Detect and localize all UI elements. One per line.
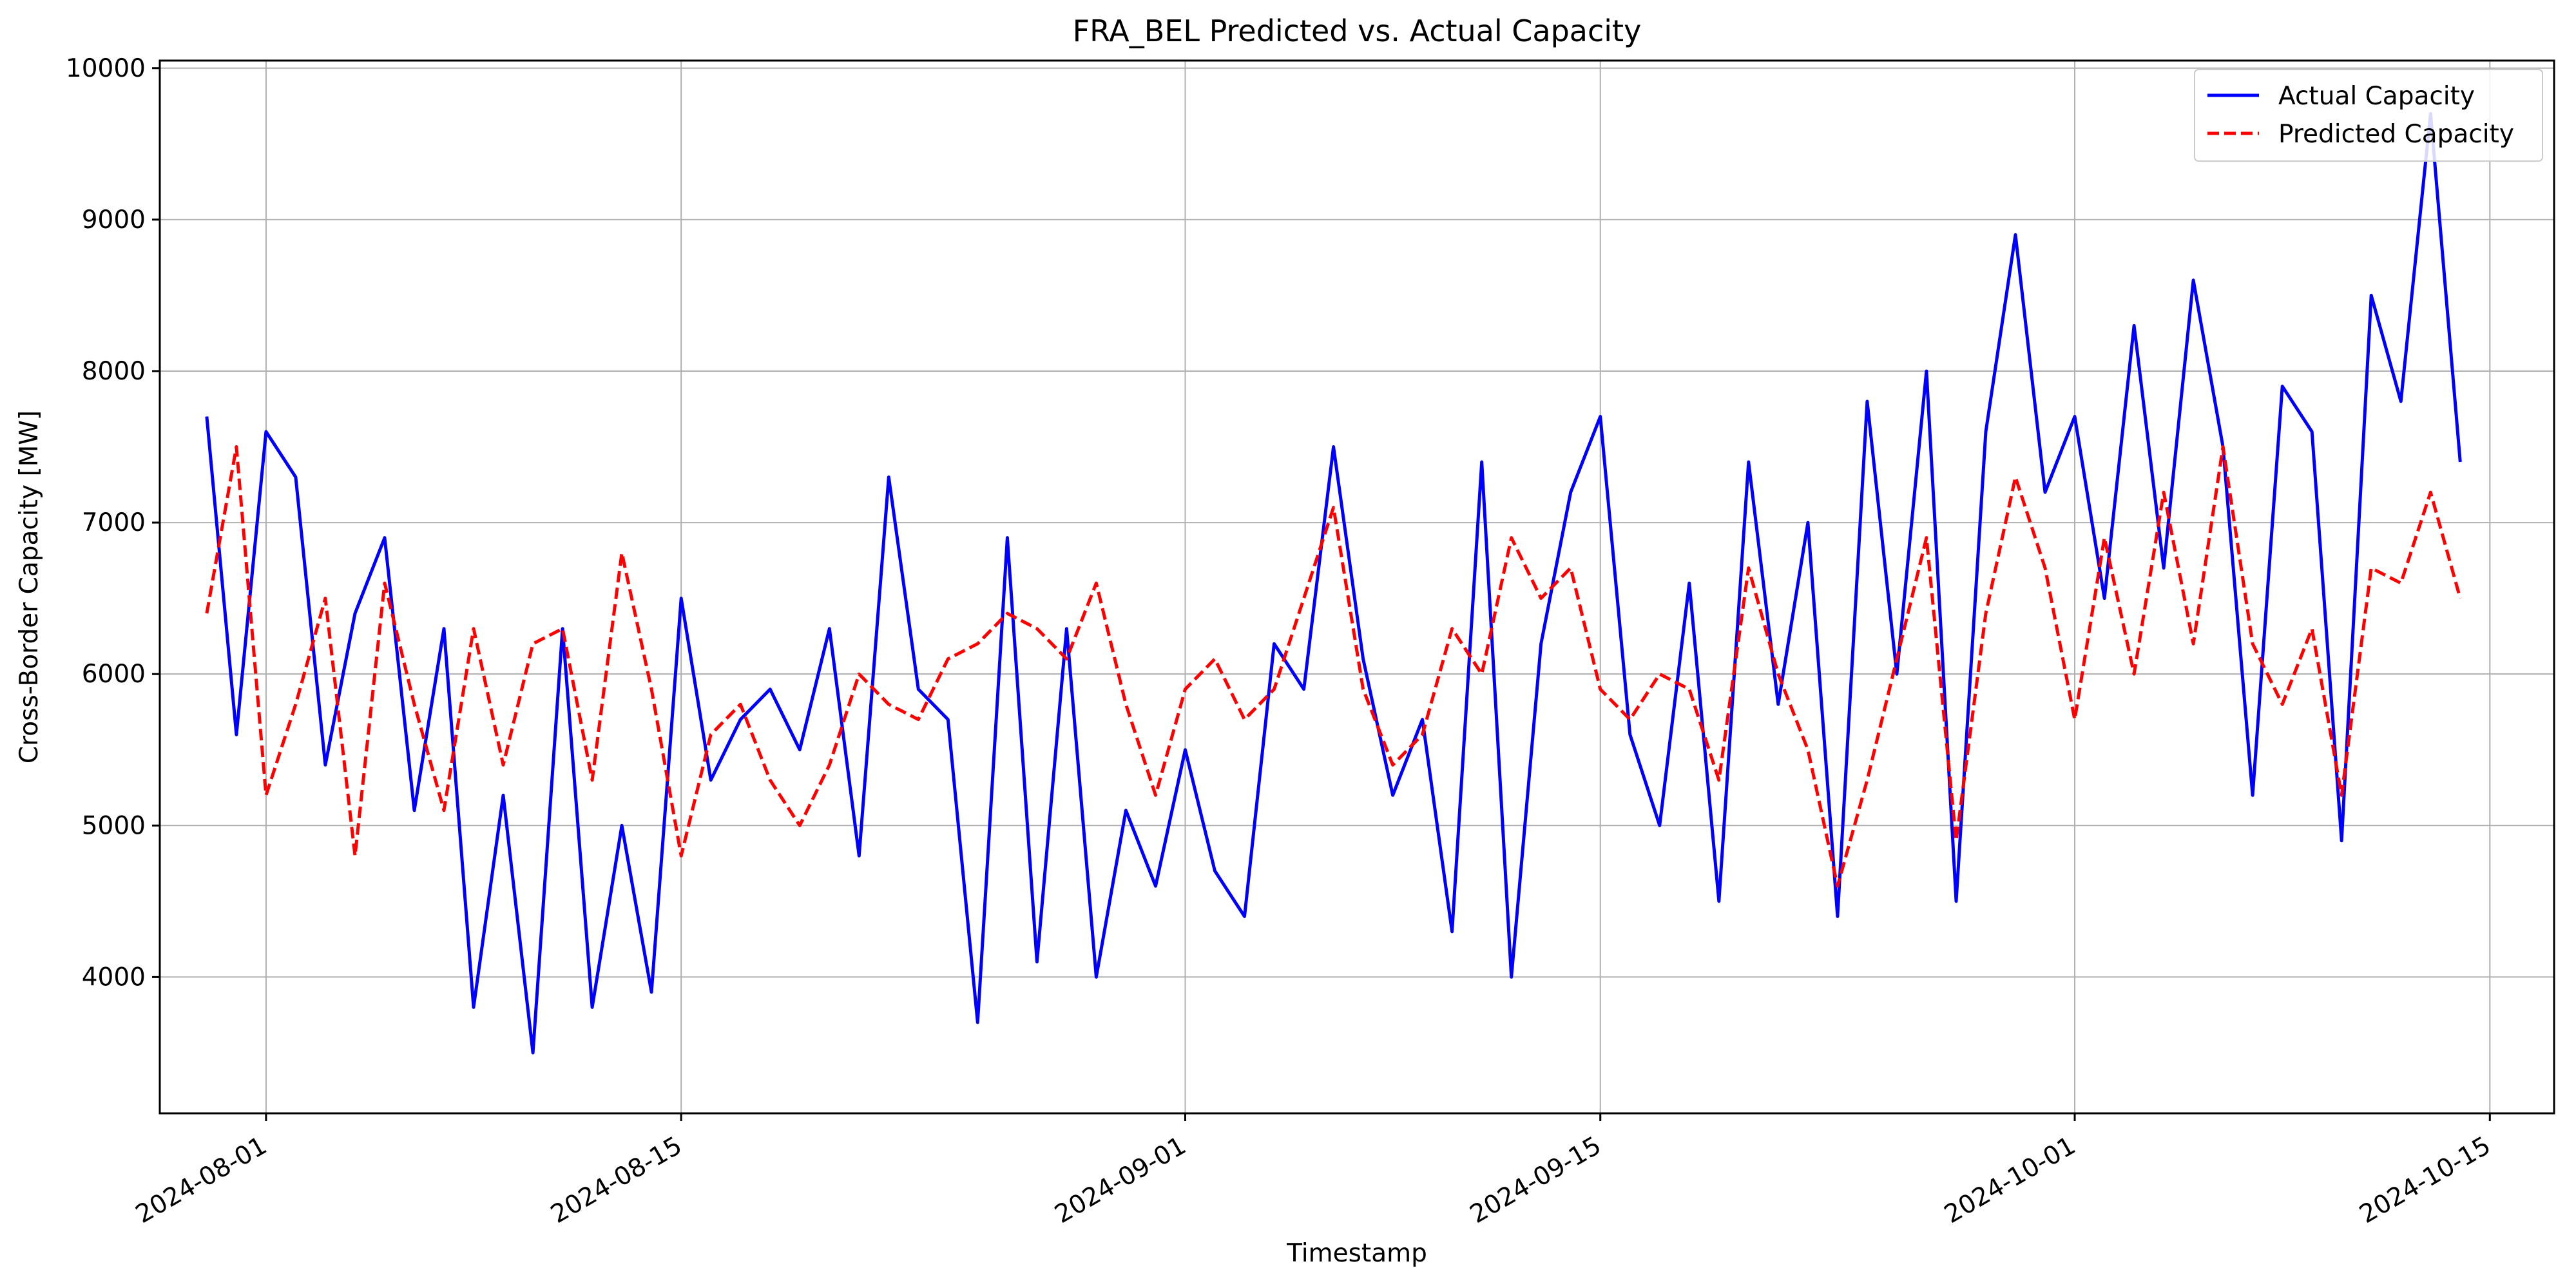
series-line-actual-capacity [205, 111, 2462, 1055]
series-lines [205, 111, 2462, 1055]
series-line-predicted-capacity [205, 445, 2462, 888]
legend: Actual Capacity Predicted Capacity [2194, 69, 2543, 162]
y-tick-label: 10000 [66, 54, 146, 83]
y-tick-label: 9000 [82, 206, 146, 235]
y-tick-label: 5000 [82, 811, 146, 840]
y-tick-label: 4000 [82, 963, 146, 992]
plot-frame [159, 59, 2555, 1115]
legend-box [2194, 69, 2543, 162]
y-tick-label: 7000 [82, 508, 146, 537]
y-axis-label: Cross-Border Capacity [MW] [15, 410, 44, 763]
legend-label: Predicted Capacity [2278, 120, 2514, 149]
legend-label: Actual Capacity [2278, 82, 2475, 111]
y-tick-label: 8000 [82, 357, 146, 386]
x-axis-label: Timestamp [1286, 1239, 1427, 1268]
y-tick-label: 6000 [82, 660, 146, 689]
chart-title: FRA_BEL Predicted vs. Actual Capacity [1073, 14, 1642, 48]
